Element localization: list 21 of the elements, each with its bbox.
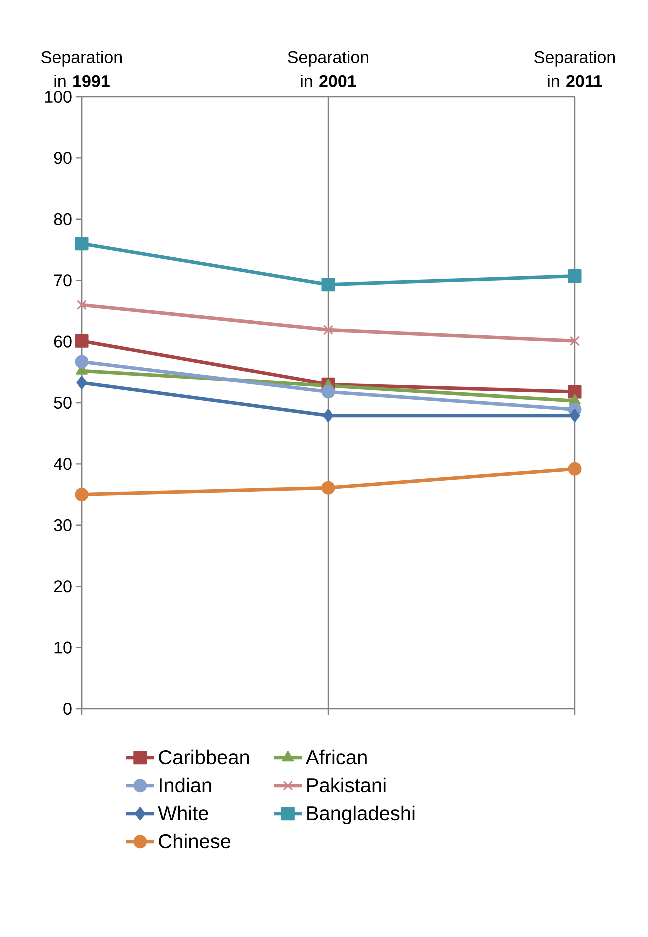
- y-tick-label: 70: [54, 274, 72, 287]
- legend-label: African: [306, 750, 367, 765]
- legend-label: White: [158, 806, 208, 821]
- y-tick-label: 40: [54, 458, 72, 470]
- legend-label: Indian: [160, 778, 212, 793]
- legend-label: Caribbean: [159, 750, 250, 765]
- x-tick-label: Separation in 2001: [288, 50, 368, 88]
- legend-label: Pakistani: [308, 778, 386, 793]
- x-tick-label: Separation in 2011: [534, 50, 615, 88]
- y-tick-label: 20: [54, 580, 72, 593]
- y-tick-label: 50: [54, 396, 72, 410]
- y-tick-label: 60: [54, 336, 72, 348]
- y-tick-label: 30: [54, 519, 72, 532]
- y-tick-label: 90: [54, 152, 72, 164]
- y-tick-label: 10: [54, 642, 72, 654]
- legend-label: Chinese: [159, 834, 231, 849]
- legend-label: Bangladeshi: [308, 806, 415, 825]
- y-tick-label: 0: [64, 702, 72, 716]
- y-tick-label: 100: [45, 90, 72, 104]
- y-tick-label: 80: [54, 213, 72, 226]
- x-tick-label: Separation in 1991: [42, 50, 122, 88]
